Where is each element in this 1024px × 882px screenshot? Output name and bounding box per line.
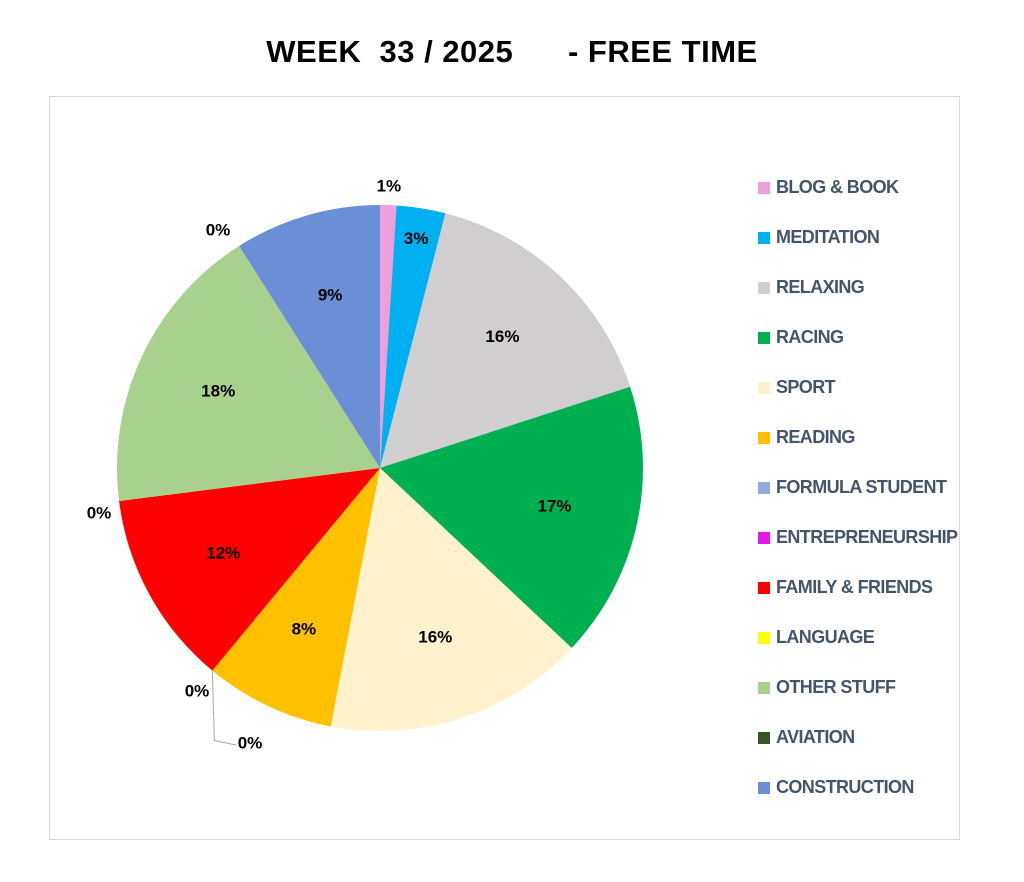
legend-item-blog-book: BLOG & BOOK <box>758 174 968 222</box>
legend-item-reading: READING <box>758 424 968 472</box>
slice-label-blog-book: 1% <box>377 177 402 196</box>
legend-item-meditation: MEDITATION <box>758 224 968 272</box>
legend-swatch <box>758 232 770 244</box>
pie-slice-meditation <box>380 205 446 468</box>
legend-label: BLOG & BOOK <box>776 177 899 197</box>
legend-label: SPORT <box>776 377 836 397</box>
legend-swatch <box>758 282 770 294</box>
legend-swatch <box>758 632 770 644</box>
legend-item-language: LANGUAGE <box>758 624 968 672</box>
leader-line-entrepreneurship <box>211 670 237 746</box>
legend-label: RELAXING <box>776 277 865 297</box>
legend-item-sport: SPORT <box>758 374 968 422</box>
legend-swatch <box>758 732 770 744</box>
legend-item-racing: RACING <box>758 324 968 372</box>
legend-label: OTHER STUFF <box>776 677 896 697</box>
slice-label-aviation: 0% <box>206 220 231 239</box>
pie-slice-other-stuff <box>117 245 380 501</box>
legend-item-construction: CONSTRUCTION <box>758 774 968 822</box>
pie-slice-reading <box>212 468 380 727</box>
legend-swatch <box>758 482 770 494</box>
pie-slices <box>117 205 644 731</box>
legend-item-aviation: AVIATION <box>758 724 968 772</box>
slice-label-family-friends: 12% <box>206 544 240 563</box>
leader-lines <box>211 670 237 746</box>
plot-area-frame <box>49 96 960 840</box>
legend-label: MEDITATION <box>776 227 880 247</box>
legend-label: RACING <box>776 327 844 347</box>
pie-slice-construction <box>239 205 380 468</box>
chart-title: WEEK 33 / 2025 - FREE TIME <box>266 34 758 69</box>
legend-label: FORMULA STUDENT <box>776 477 947 497</box>
slice-label-racing: 17% <box>538 496 572 515</box>
legend-label: FAMILY & FRIENDS <box>776 577 933 597</box>
legend-item-formula-student: FORMULA STUDENT <box>758 474 968 522</box>
legend-item-relaxing: RELAXING <box>758 274 968 322</box>
slice-label-meditation: 3% <box>404 229 429 248</box>
pie-slice-racing <box>380 386 644 649</box>
legend-label: CONSTRUCTION <box>776 777 914 797</box>
legend-swatch <box>758 332 770 344</box>
slice-label-construction: 9% <box>318 286 343 305</box>
pie-slice-blog-book <box>380 205 397 468</box>
legend-swatch <box>758 182 770 194</box>
pie-slice-relaxing <box>380 213 631 468</box>
legend-swatch <box>758 382 770 394</box>
pie-slice-sport <box>330 468 572 731</box>
pie-slice-family-friends <box>119 468 380 671</box>
legend-item-other-stuff: OTHER STUFF <box>758 674 968 722</box>
legend-swatch <box>758 432 770 444</box>
legend-label: AVIATION <box>776 727 855 747</box>
legend-label: ENTREPRENEURSHIP <box>776 527 958 547</box>
legend-swatch <box>758 532 770 544</box>
slice-labels: 1% 3% 16% 17% 16% 8% 0% 0% 12% 0% 18% 0% 9% <box>87 177 572 753</box>
legend-item-entrepreneurship: ENTREPRENEURSHIP <box>758 524 968 572</box>
slice-label-reading: 8% <box>292 619 317 638</box>
legend-swatch <box>758 682 770 694</box>
slice-label-relaxing: 16% <box>485 327 519 346</box>
slice-label-entrepreneurship: 0% <box>238 733 263 752</box>
slice-label-other-stuff: 18% <box>201 381 235 400</box>
legend-label: READING <box>776 427 855 447</box>
legend-swatch <box>758 582 770 594</box>
slice-label-sport: 16% <box>418 628 452 647</box>
legend-item-family-friends: FAMILY & FRIENDS <box>758 574 968 622</box>
legend-label: LANGUAGE <box>776 627 875 647</box>
slice-label-language: 0% <box>87 503 112 522</box>
legend-swatch <box>758 782 770 794</box>
slice-label-formula-student: 0% <box>185 681 210 700</box>
